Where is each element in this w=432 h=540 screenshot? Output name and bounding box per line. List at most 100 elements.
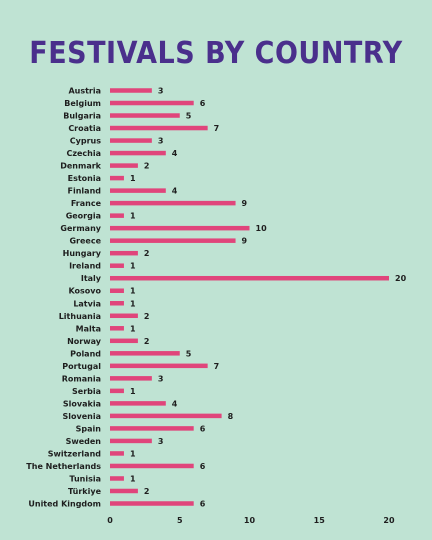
bar bbox=[110, 376, 152, 381]
bar bbox=[110, 275, 389, 281]
bar bbox=[110, 351, 180, 356]
bar bbox=[110, 88, 152, 93]
value-label: 1 bbox=[130, 212, 136, 221]
category-label: Ireland bbox=[69, 262, 101, 271]
category-label: The Netherlands bbox=[26, 462, 101, 471]
value-label: 1 bbox=[130, 299, 136, 308]
category-label: Cyprus bbox=[70, 137, 101, 146]
value-label: 3 bbox=[158, 137, 164, 146]
value-label: 5 bbox=[186, 349, 192, 358]
category-label: Poland bbox=[70, 349, 101, 358]
bar bbox=[110, 200, 236, 206]
category-label: Croatia bbox=[68, 124, 101, 133]
category-label: Georgia bbox=[66, 212, 101, 221]
value-label: 3 bbox=[158, 374, 164, 383]
category-label: Spain bbox=[76, 424, 102, 433]
category-label: France bbox=[71, 199, 102, 208]
category-label: Estonia bbox=[68, 174, 101, 183]
bar bbox=[110, 301, 124, 306]
value-label: 2 bbox=[144, 487, 150, 496]
x-tick-label: 5 bbox=[177, 516, 183, 525]
value-label: 3 bbox=[158, 437, 164, 446]
category-label: Latvia bbox=[73, 299, 101, 308]
bar bbox=[110, 388, 124, 394]
value-label: 2 bbox=[144, 249, 150, 258]
bar bbox=[110, 501, 194, 506]
bar bbox=[110, 326, 124, 331]
bar bbox=[110, 250, 138, 256]
category-label: Greece bbox=[69, 237, 101, 246]
bar bbox=[110, 488, 138, 494]
chart-title: FESTIVALS BY COUNTRY bbox=[29, 36, 403, 71]
x-tick-label: 0 bbox=[107, 516, 113, 525]
bar bbox=[110, 263, 124, 268]
bar bbox=[110, 401, 166, 406]
value-label: 10 bbox=[256, 224, 268, 233]
x-tick-label: 10 bbox=[244, 516, 256, 525]
value-label: 5 bbox=[186, 112, 192, 121]
bar bbox=[110, 238, 236, 243]
value-label: 6 bbox=[200, 500, 206, 509]
category-label: Austria bbox=[68, 87, 101, 96]
value-label: 2 bbox=[144, 312, 150, 321]
value-label: 1 bbox=[130, 474, 136, 483]
value-label: 1 bbox=[130, 262, 136, 271]
category-label: Germany bbox=[60, 224, 101, 233]
category-label: Tunisia bbox=[69, 474, 101, 483]
category-label: Hungary bbox=[63, 249, 102, 258]
category-label: Romania bbox=[62, 374, 101, 383]
value-label: 9 bbox=[242, 237, 248, 246]
category-label: Kosovo bbox=[68, 287, 101, 296]
category-label: Czechia bbox=[66, 149, 101, 158]
value-label: 4 bbox=[172, 149, 178, 158]
bar bbox=[110, 451, 124, 456]
category-label: Denmark bbox=[60, 162, 101, 171]
value-label: 2 bbox=[144, 337, 150, 346]
bar bbox=[110, 150, 166, 156]
bar bbox=[110, 413, 222, 419]
category-label: Slovenia bbox=[63, 412, 101, 421]
value-label: 8 bbox=[228, 412, 234, 421]
category-label: Finland bbox=[68, 187, 102, 196]
bar bbox=[110, 163, 138, 168]
value-label: 7 bbox=[214, 124, 220, 133]
category-label: Belgium bbox=[64, 99, 101, 108]
value-label: 4 bbox=[172, 187, 178, 196]
bar bbox=[110, 463, 194, 469]
bar bbox=[110, 476, 124, 481]
category-label: Portugal bbox=[62, 362, 101, 371]
x-tick-label: 20 bbox=[383, 516, 395, 525]
category-label: Switzerland bbox=[48, 449, 102, 458]
bar bbox=[110, 313, 138, 319]
category-label: United Kingdom bbox=[28, 500, 101, 509]
bar bbox=[110, 138, 152, 143]
category-label: Malta bbox=[76, 324, 101, 333]
category-label: Bulgaria bbox=[63, 112, 101, 121]
x-tick-label: 15 bbox=[314, 516, 326, 525]
value-label: 7 bbox=[214, 362, 220, 371]
bar bbox=[110, 338, 138, 344]
bar bbox=[110, 188, 166, 193]
category-label: Norway bbox=[67, 337, 102, 346]
bar bbox=[110, 213, 124, 218]
bar bbox=[110, 363, 208, 369]
value-label: 2 bbox=[144, 162, 150, 171]
category-label: Türkiye bbox=[68, 487, 102, 496]
value-label: 1 bbox=[130, 287, 136, 296]
bar bbox=[110, 100, 194, 106]
value-label: 20 bbox=[395, 274, 407, 283]
bar bbox=[110, 125, 208, 131]
category-label: Sweden bbox=[66, 437, 102, 446]
category-label: Lithuania bbox=[59, 312, 101, 321]
value-label: 6 bbox=[200, 424, 206, 433]
value-label: 9 bbox=[242, 199, 248, 208]
bar bbox=[110, 426, 194, 431]
value-label: 4 bbox=[172, 399, 178, 408]
value-label: 1 bbox=[130, 174, 136, 183]
value-label: 1 bbox=[130, 449, 136, 458]
bar bbox=[110, 113, 180, 118]
bar bbox=[110, 175, 124, 181]
value-label: 6 bbox=[200, 462, 206, 471]
